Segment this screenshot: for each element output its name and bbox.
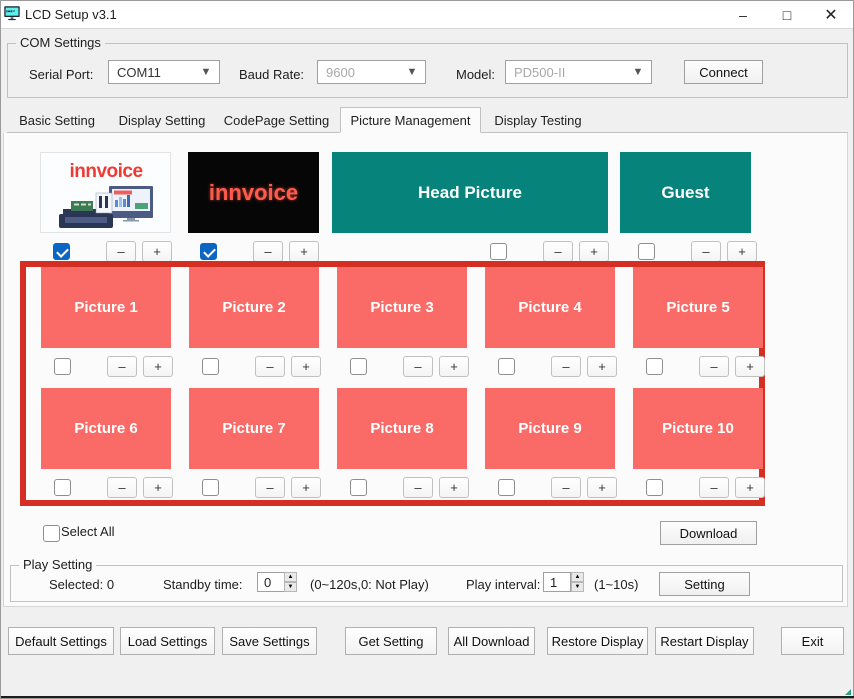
svg-text:innvoice: innvoice xyxy=(69,161,142,182)
